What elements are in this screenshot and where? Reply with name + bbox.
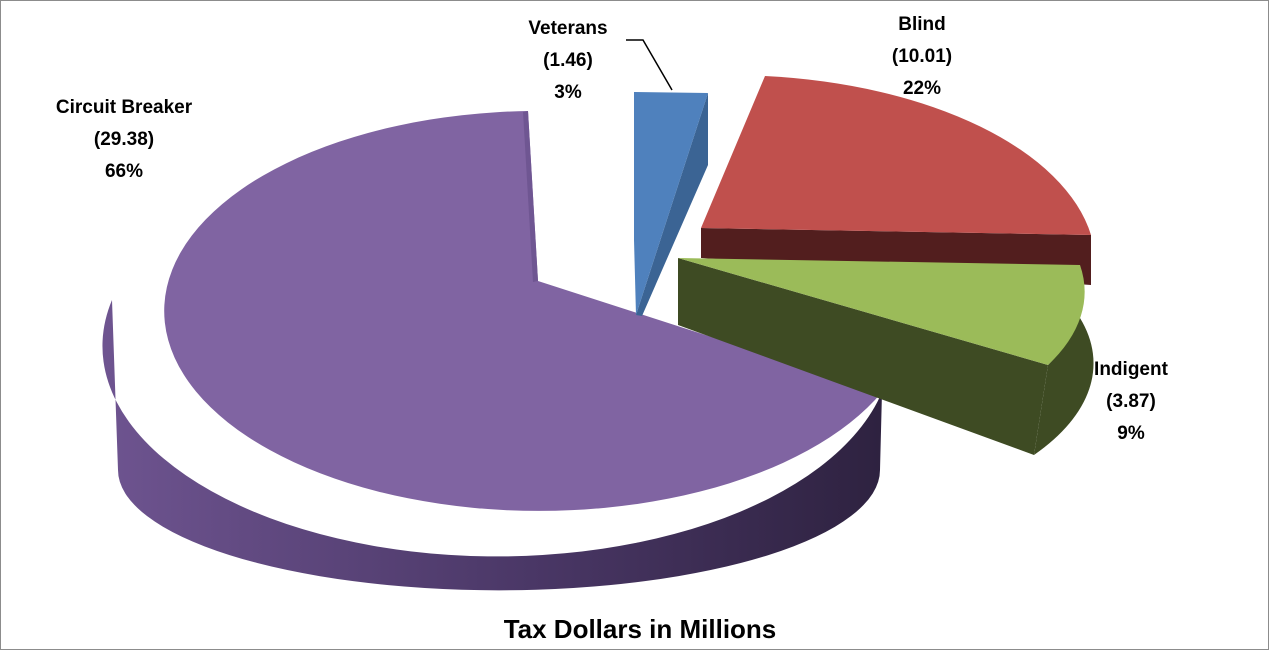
label-circuit-breaker: Circuit Breaker (29.38) 66% xyxy=(56,97,193,182)
slice-circuit-breaker xyxy=(164,111,882,511)
label-veterans-value: (1.46) xyxy=(543,50,593,71)
label-indigent-percent: 9% xyxy=(1117,423,1145,444)
label-veterans: Veterans (1.46) 3% xyxy=(528,18,607,103)
label-circuit-breaker-value: (29.38) xyxy=(94,129,154,150)
label-blind-value: (10.01) xyxy=(892,46,952,67)
label-veterans-name: Veterans xyxy=(528,18,607,39)
slice-circuit-breaker-edge xyxy=(523,111,538,282)
chart-title: Tax Dollars in Millions xyxy=(504,614,777,644)
slice-veterans-side xyxy=(636,93,708,316)
label-blind-name: Blind xyxy=(898,14,946,35)
label-indigent-name: Indigent xyxy=(1094,359,1169,380)
label-circuit-breaker-name: Circuit Breaker xyxy=(56,97,193,118)
label-veterans-percent: 3% xyxy=(554,82,582,103)
veterans-leader-line xyxy=(626,39,673,91)
slice-indigent-outer-side xyxy=(1034,295,1094,455)
slice-indigent-side xyxy=(678,258,1048,455)
label-blind: Blind (10.01) 22% xyxy=(892,14,952,99)
label-indigent-value: (3.87) xyxy=(1106,391,1156,412)
slice-blind xyxy=(701,76,1091,235)
slice-indigent xyxy=(678,258,1085,365)
slice-veterans xyxy=(634,92,708,315)
label-blind-percent: 22% xyxy=(903,78,941,99)
label-circuit-breaker-percent: 66% xyxy=(105,161,143,182)
label-indigent: Indigent (3.87) 9% xyxy=(1094,359,1169,444)
